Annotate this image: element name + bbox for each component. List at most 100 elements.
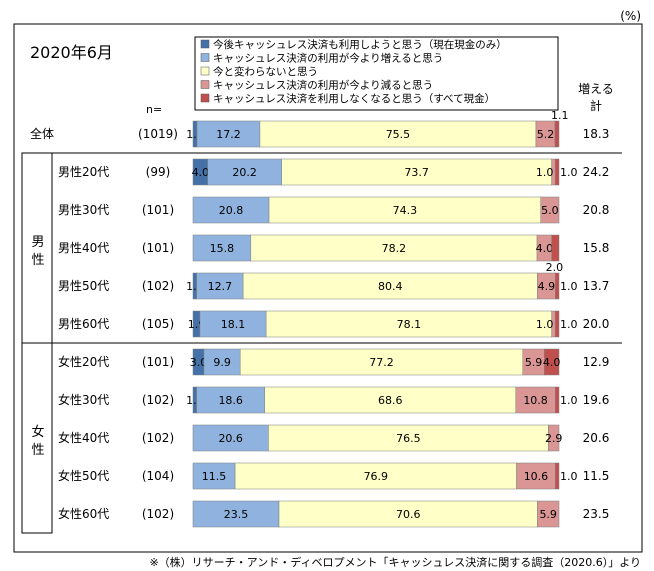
legend-label: キャッシュレス決済の利用が今より減ると思う xyxy=(213,79,433,92)
sum-header-line2: 計 xyxy=(590,98,602,113)
data-label: 1.0 xyxy=(560,394,578,407)
bar-segment xyxy=(192,234,252,262)
data-label: 76.9 xyxy=(364,470,389,483)
data-label: 4.0 xyxy=(192,166,210,179)
legend-item: キャッシュレス決済の利用が今より減ると思う xyxy=(200,79,433,92)
bar-segment xyxy=(555,310,560,338)
data-label: 10.6 xyxy=(524,470,549,483)
total-value: 24.2 xyxy=(583,165,610,179)
bar-segment xyxy=(192,424,269,452)
chart-row: 男性40代 (101) 15.8 15.8 78.2 4.0 2.0 xyxy=(58,234,609,274)
legend-label: 今と変わらないと思う xyxy=(213,65,318,78)
n-value: (104) xyxy=(142,469,174,483)
bar-segment xyxy=(196,272,244,300)
n-value: (102) xyxy=(142,279,174,293)
legend-box xyxy=(194,36,559,111)
category-label: 男性50代 xyxy=(58,279,109,293)
category-label: 女性40代 xyxy=(58,430,109,445)
chart-row: 男性30代 (101) 20.8 20.8 74.3 5.0 xyxy=(58,196,609,224)
total-value: 18.3 xyxy=(583,127,610,141)
data-label: 17.2 xyxy=(216,128,241,141)
chart-row: 男性20代 (99) 24.2 4.0 20.2 73.7 1.0 1.0 xyxy=(58,158,610,186)
data-label: 4.0 xyxy=(543,356,561,369)
n-value: (101) xyxy=(142,203,174,217)
total-value: 20.0 xyxy=(583,317,610,331)
n-header: n= xyxy=(146,103,162,116)
chart-frame xyxy=(13,23,643,553)
svg-text:性: 性 xyxy=(31,443,44,458)
n-value: (102) xyxy=(142,431,174,445)
legend-item: キャッシュレス決済を利用しなくなると思う（すべて現金） xyxy=(200,92,495,105)
legend-item: キャッシュレス決済の利用が今より増えると思う xyxy=(200,52,443,65)
total-value: 12.9 xyxy=(583,355,610,369)
legend-label: 今後キャッシュレス決済も利用しようと思う（現在現金のみ） xyxy=(213,38,507,51)
category-label: 男性60代 xyxy=(58,317,109,331)
bar-segment xyxy=(264,386,517,414)
total-value: 23.5 xyxy=(583,507,610,521)
total-value: 19.6 xyxy=(583,393,610,407)
bar-segment xyxy=(259,120,537,148)
legend-label: キャッシュレス決済の利用が今より増えると思う xyxy=(213,52,443,65)
svg-text:男: 男 xyxy=(31,235,44,250)
data-label: 1.0 xyxy=(536,318,554,331)
data-label: 78.1 xyxy=(397,318,422,331)
data-label: 9.9 xyxy=(213,356,231,369)
legend: 今後キャッシュレス決済も利用しようと思う（現在現金のみ）キャッシュレス決済の利用… xyxy=(194,36,559,111)
bar-segment xyxy=(515,386,556,414)
bar-segment xyxy=(548,424,560,452)
category-label: 女性20代 xyxy=(58,354,109,369)
svg-text:女: 女 xyxy=(31,424,44,440)
data-label: 68.6 xyxy=(378,394,403,407)
n-value: (1019) xyxy=(138,127,178,141)
sum-header-line1: 増える xyxy=(578,82,614,96)
legend-swatch xyxy=(200,80,210,89)
total-value: 20.6 xyxy=(583,431,610,445)
group-bracket-female: 女 性 xyxy=(21,342,53,534)
bar-segment xyxy=(265,310,552,338)
data-label: 1.0 xyxy=(560,470,578,483)
bar-segment xyxy=(554,120,560,148)
n-value: (99) xyxy=(146,165,171,179)
bar-segment xyxy=(199,310,267,338)
data-label: 11.5 xyxy=(202,470,227,483)
data-label: 74.3 xyxy=(393,204,418,217)
legend-swatch xyxy=(200,66,210,76)
data-label: 4.0 xyxy=(536,242,554,255)
chart-row: 女性40代 (102) 20.6 20.6 76.5 2.9 xyxy=(58,424,610,452)
bar-segment xyxy=(540,196,560,224)
category-label: 女性50代 xyxy=(58,468,109,483)
bar-segment xyxy=(278,500,538,528)
source-note: ※（株）リサーチ・アンド・ディベロプメント「キャッシュレス決済に関する調査（20… xyxy=(149,555,641,569)
bar-segment xyxy=(242,272,538,300)
data-label: 5.2 xyxy=(537,128,555,141)
legend-swatch xyxy=(200,93,210,103)
legend-item: 今後キャッシュレス決済も利用しようと思う（現在現金のみ） xyxy=(200,38,507,51)
data-label: 1.0 xyxy=(536,166,554,179)
bar-segment xyxy=(250,234,538,262)
category-label: 女性30代 xyxy=(58,392,109,407)
chart-row: 女性60代 (102) 23.5 23.5 70.6 5.9 xyxy=(58,500,610,528)
data-label: 12.7 xyxy=(208,280,233,293)
category-label: 男性30代 xyxy=(58,203,109,217)
legend-swatch xyxy=(200,39,210,49)
data-label: 5.0 xyxy=(541,204,559,217)
n-value: (105) xyxy=(142,317,174,331)
bar-segment xyxy=(555,158,560,186)
data-label: 1.0 xyxy=(560,318,578,331)
n-value: (101) xyxy=(142,241,174,255)
chart-row: 全体 (1019) 18.31.1 17.2 75.5 5.21.1 xyxy=(30,109,610,148)
total-value: 11.5 xyxy=(583,469,610,483)
chart-row: 女性30代 (102) 19.61.0 18.6 68.6 10.8 1.0 xyxy=(58,386,610,414)
chart-row: 男性50代 (102) 13.71.0 12.7 80.4 4.9 1.0 xyxy=(58,272,609,300)
bar-segment xyxy=(203,348,241,376)
data-label: 20.8 xyxy=(219,204,244,217)
data-label: 73.7 xyxy=(404,166,429,179)
data-label: 10.8 xyxy=(523,394,548,407)
category-label: 女性60代 xyxy=(58,506,109,521)
data-label: 70.6 xyxy=(396,508,421,521)
bar-segment xyxy=(551,234,560,262)
chart-row: 女性50代 (104) 11.5 11.5 76.9 10.6 1.0 xyxy=(58,462,610,490)
data-label: 1.0 xyxy=(560,166,578,179)
legend-label: キャッシュレス決済を利用しなくなると思う（すべて現金） xyxy=(213,92,495,105)
